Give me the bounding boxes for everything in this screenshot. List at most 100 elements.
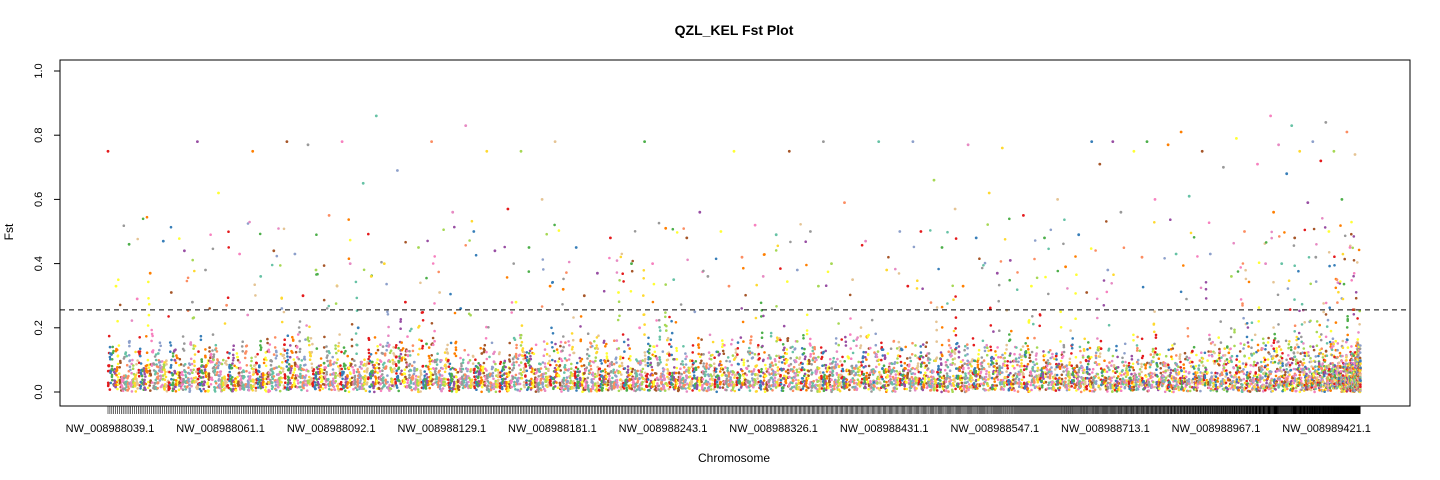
data-point [782, 386, 785, 390]
data-point [814, 372, 818, 376]
data-point [512, 364, 516, 367]
data-point [589, 364, 592, 368]
data-point [271, 385, 275, 389]
data-point [235, 366, 238, 369]
data-point [690, 365, 694, 369]
data-point [794, 359, 797, 362]
data-point [347, 366, 351, 370]
data-point [175, 354, 178, 357]
data-point [542, 354, 546, 358]
data-point [120, 376, 124, 379]
data-point [348, 371, 352, 374]
data-point [153, 381, 157, 385]
data-point [563, 363, 567, 367]
data-point [376, 371, 380, 375]
data-point [356, 368, 360, 371]
data-point [903, 374, 907, 378]
data-point [162, 363, 166, 366]
data-point [412, 360, 416, 364]
data-point [120, 384, 124, 388]
data-point [441, 367, 444, 370]
data-point [521, 348, 524, 352]
data-point [314, 387, 317, 391]
data-point [188, 389, 192, 392]
data-point [579, 315, 583, 318]
data-point [910, 375, 914, 379]
data-point [608, 365, 611, 368]
data-point [279, 264, 282, 267]
data-point [398, 379, 401, 383]
data-point [137, 374, 141, 378]
data-point [428, 386, 432, 390]
data-point [278, 389, 282, 393]
data-point [399, 318, 403, 321]
data-point [279, 371, 283, 375]
data-point [865, 358, 868, 361]
data-point [565, 359, 569, 362]
data-point [721, 345, 724, 349]
data-point [678, 375, 682, 379]
data-point [298, 339, 302, 343]
data-point [362, 387, 366, 391]
data-point [909, 359, 913, 363]
data-point [805, 381, 808, 385]
data-point [187, 366, 190, 370]
data-point [629, 355, 632, 358]
data-point [749, 341, 752, 345]
data-point [541, 383, 544, 386]
data-point [190, 362, 194, 366]
data-point [232, 344, 235, 348]
data-point [697, 343, 700, 347]
data-point [510, 311, 513, 314]
data-point [107, 364, 110, 367]
data-point [334, 371, 338, 375]
data-point [245, 344, 249, 348]
data-point [280, 376, 283, 380]
data-point [605, 342, 608, 346]
data-point [714, 370, 718, 373]
data-point [807, 374, 810, 378]
data-point [580, 364, 583, 368]
data-point [171, 381, 175, 384]
data-point [240, 381, 244, 384]
data-point [805, 313, 809, 317]
data-point [209, 359, 212, 363]
data-point [504, 377, 507, 381]
data-point [386, 380, 389, 384]
data-point [773, 376, 777, 380]
data-point [244, 383, 247, 386]
data-point [904, 345, 907, 349]
data-point [302, 357, 306, 361]
data-point [455, 375, 458, 379]
data-point [774, 386, 778, 389]
data-point [764, 363, 767, 367]
data-point [869, 346, 872, 350]
data-point [378, 387, 381, 391]
data-point [494, 390, 498, 394]
data-point [486, 384, 490, 388]
data-point [355, 343, 359, 347]
data-point [189, 343, 193, 346]
data-point [520, 324, 524, 327]
data-point [664, 315, 667, 319]
data-point [347, 257, 351, 261]
data-point [354, 364, 357, 367]
data-point [912, 383, 915, 387]
data-point [763, 390, 767, 394]
data-point [224, 386, 227, 390]
data-point [242, 377, 245, 380]
data-point [137, 350, 140, 354]
data-point [441, 387, 445, 390]
data-point [682, 345, 685, 348]
data-point [116, 319, 119, 323]
data-point [873, 370, 877, 373]
data-point [144, 382, 148, 386]
data-point [227, 373, 230, 377]
data-point [419, 390, 422, 393]
data-point [446, 351, 449, 354]
data-point [519, 387, 523, 391]
data-point [178, 357, 182, 361]
data-point [363, 382, 366, 386]
data-point [350, 383, 353, 387]
data-point [156, 377, 160, 380]
